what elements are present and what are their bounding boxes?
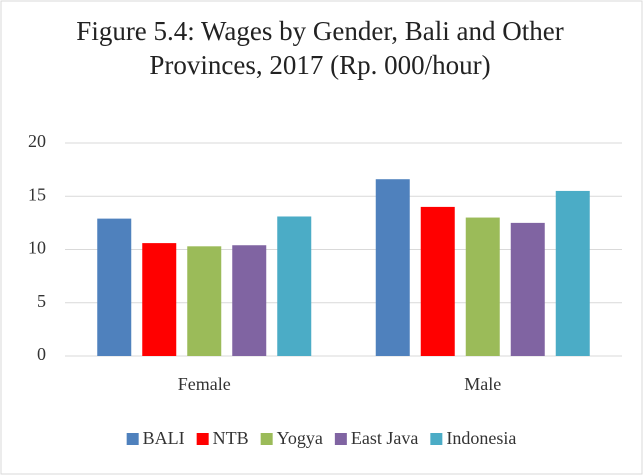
- legend-label: BALI: [143, 428, 185, 448]
- bar: [142, 243, 177, 356]
- y-tick-label: 0: [37, 344, 46, 364]
- legend-swatch: [260, 433, 273, 445]
- y-tick-label: 10: [28, 238, 46, 258]
- bar: [97, 218, 132, 356]
- bar: [465, 217, 500, 356]
- legend-swatch: [430, 433, 443, 445]
- legend-swatch: [126, 433, 139, 445]
- bar: [277, 216, 312, 356]
- bar: [187, 246, 222, 356]
- y-tick-label: 15: [28, 184, 46, 204]
- chart-title: Figure 5.4: Wages by Gender, Bali and Ot…: [76, 16, 564, 80]
- y-tick-label: 5: [37, 291, 46, 311]
- x-tick-label: Female: [178, 374, 231, 394]
- legend-swatch: [196, 433, 209, 445]
- x-tick-label: Male: [464, 374, 501, 394]
- legend-swatch: [334, 433, 347, 445]
- bar: [375, 179, 410, 356]
- legend-label: NTB: [213, 428, 249, 448]
- bar: [510, 222, 545, 356]
- legend-label: East Java: [351, 428, 418, 448]
- legend-label: Indonesia: [446, 428, 516, 448]
- bar: [555, 190, 590, 356]
- bar: [420, 206, 455, 356]
- y-tick-label: 20: [28, 131, 46, 151]
- legend-label: Yogya: [277, 428, 323, 448]
- bar: [232, 245, 267, 356]
